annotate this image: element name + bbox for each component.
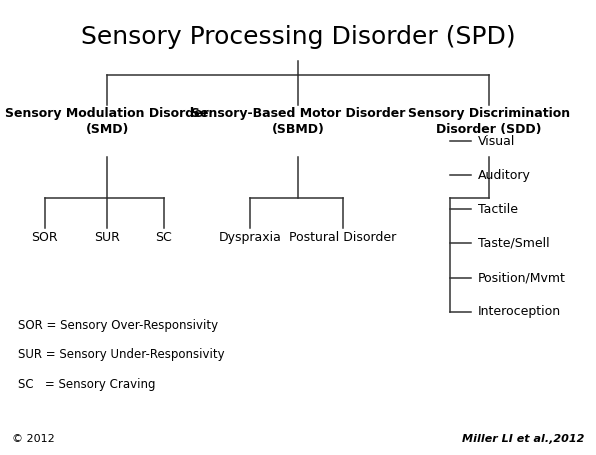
Text: Sensory Modulation Disorder
(SMD): Sensory Modulation Disorder (SMD) <box>5 107 209 136</box>
Text: Interoception: Interoception <box>478 305 561 318</box>
Text: © 2012: © 2012 <box>12 434 55 444</box>
Text: SOR = Sensory Over-Responsivity: SOR = Sensory Over-Responsivity <box>18 318 218 332</box>
Text: Miller LI et al.,2012: Miller LI et al.,2012 <box>462 434 584 444</box>
Text: Position/Mvmt: Position/Mvmt <box>478 271 566 284</box>
Text: SUR: SUR <box>94 231 120 244</box>
Text: SUR = Sensory Under-Responsivity: SUR = Sensory Under-Responsivity <box>18 348 225 361</box>
Text: Sensory-Based Motor Disorder
(SBMD): Sensory-Based Motor Disorder (SBMD) <box>191 107 405 136</box>
Text: SOR: SOR <box>32 231 58 244</box>
Text: Dyspraxia: Dyspraxia <box>219 231 282 244</box>
Text: SC: SC <box>156 231 172 244</box>
Text: Taste/Smell: Taste/Smell <box>478 237 550 250</box>
Text: Visual: Visual <box>478 135 516 147</box>
Text: SC   = Sensory Craving: SC = Sensory Craving <box>18 378 156 391</box>
Text: Auditory: Auditory <box>478 169 531 182</box>
Text: Sensory Processing Disorder (SPD): Sensory Processing Disorder (SPD) <box>80 25 516 49</box>
Text: Postural Disorder: Postural Disorder <box>289 231 396 244</box>
Text: Sensory Discrimination
Disorder (SDD): Sensory Discrimination Disorder (SDD) <box>408 107 570 136</box>
Text: Tactile: Tactile <box>478 203 518 216</box>
